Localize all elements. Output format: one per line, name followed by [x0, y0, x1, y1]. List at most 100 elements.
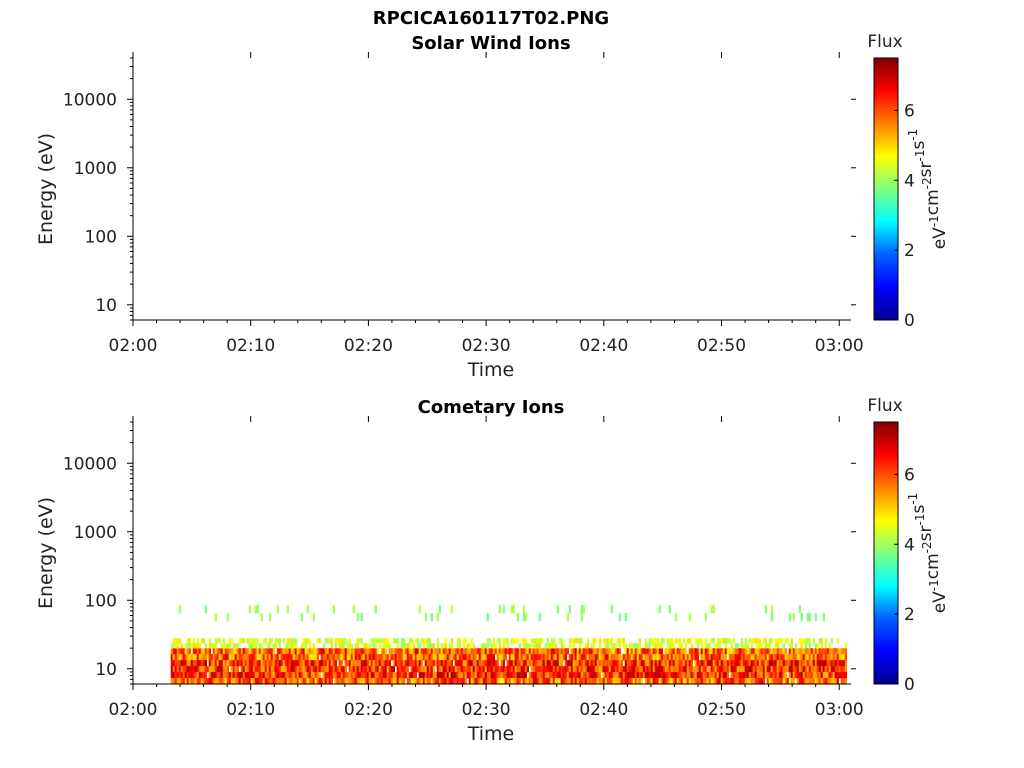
heat-cell: [396, 638, 399, 644]
heat-cell: [510, 678, 513, 685]
heat-cell: [556, 605, 559, 614]
heat-cell: [200, 666, 203, 673]
heat-cell: [540, 666, 543, 673]
heat-cell: [566, 666, 569, 673]
heat-cell: [186, 654, 189, 661]
heat-cell: [478, 666, 481, 673]
heat-cell: [776, 643, 779, 649]
heat-cell: [568, 605, 571, 614]
heat-cell: [772, 666, 775, 673]
colorbar-tick-label: 6: [904, 101, 915, 121]
heat-cell: [192, 638, 195, 644]
heat-cell: [712, 666, 715, 673]
heat-cell: [516, 654, 519, 661]
heat-cell: [402, 678, 405, 685]
heat-cell: [224, 672, 227, 679]
heat-cell: [172, 678, 175, 685]
heat-cell: [556, 672, 559, 679]
heat-cell: [232, 666, 235, 673]
heat-cell: [454, 660, 457, 667]
heat-cell: [602, 648, 605, 655]
heat-cell: [484, 648, 487, 655]
heat-cell: [510, 648, 513, 655]
heat-cell: [598, 643, 601, 649]
heat-cell: [732, 678, 735, 685]
heat-cell: [514, 660, 517, 667]
heat-cell: [652, 678, 655, 685]
heat-cell: [480, 666, 483, 673]
heat-cell: [212, 660, 215, 667]
heat-cell: [498, 654, 501, 661]
heat-cell: [524, 613, 527, 622]
heat-cell: [716, 660, 719, 667]
heat-cell: [750, 666, 753, 673]
heat-cell: [358, 654, 361, 661]
heat-cell: [232, 672, 235, 679]
heat-cell: [492, 678, 495, 685]
heat-cell: [700, 638, 703, 644]
heat-cell: [238, 648, 241, 655]
colorbar-tick-label: 6: [904, 465, 915, 485]
heat-cell: [756, 666, 759, 673]
heat-cell: [742, 648, 745, 655]
heat-cell: [172, 638, 175, 644]
x-tick-label: 02:40: [579, 336, 628, 356]
heat-cell: [446, 654, 449, 661]
heat-cell: [546, 638, 549, 644]
heat-cell: [646, 648, 649, 655]
heat-cell: [524, 672, 527, 679]
heat-cell: [422, 648, 425, 655]
heat-cell: [194, 672, 197, 679]
heat-cell: [618, 672, 621, 679]
colorbar-tick-label: 4: [904, 535, 915, 555]
heat-cell: [790, 648, 793, 655]
heat-cell: [506, 678, 509, 685]
heat-cell: [808, 643, 811, 649]
heat-cell: [798, 678, 801, 685]
heat-cell: [542, 666, 545, 673]
heat-cell: [546, 654, 549, 661]
heat-cell: [306, 666, 309, 673]
heat-cell: [310, 678, 313, 685]
heat-cell: [256, 666, 259, 673]
heat-cell: [300, 648, 303, 655]
heat-cell: [226, 666, 229, 673]
heat-cell: [372, 638, 375, 644]
heat-cell: [442, 678, 445, 685]
heat-cell: [674, 666, 677, 673]
heat-cell: [480, 648, 483, 655]
heat-cell: [272, 672, 275, 679]
heat-cell: [244, 654, 247, 661]
heat-cell: [218, 666, 221, 673]
heat-cell: [458, 648, 461, 655]
heat-cell: [500, 660, 503, 667]
heat-cell: [754, 648, 757, 655]
heat-cell: [746, 672, 749, 679]
heat-cell: [778, 666, 781, 673]
heat-cell: [442, 648, 445, 655]
heat-cell: [670, 638, 673, 644]
heat-cell: [690, 666, 693, 673]
heat-cell: [658, 660, 661, 667]
heat-cell: [604, 672, 607, 679]
heat-cell: [494, 678, 497, 685]
heat-cell: [236, 666, 239, 673]
heat-cell: [836, 638, 839, 644]
heat-cell: [572, 672, 575, 679]
heat-cell: [454, 666, 457, 673]
heat-cell: [588, 648, 591, 655]
heat-cell: [196, 666, 199, 673]
heat-cell: [836, 666, 839, 673]
heat-cell: [554, 660, 557, 667]
heat-cell: [320, 648, 323, 655]
heat-cell: [476, 648, 479, 655]
heat-cell: [370, 638, 373, 644]
heat-cell: [368, 654, 371, 661]
heat-cell: [240, 666, 243, 673]
heat-cell: [534, 648, 537, 655]
heat-cell: [752, 648, 755, 655]
heat-cell: [170, 678, 173, 685]
heat-cell: [672, 643, 675, 649]
heat-cell: [338, 643, 341, 649]
heat-cell: [822, 654, 825, 661]
